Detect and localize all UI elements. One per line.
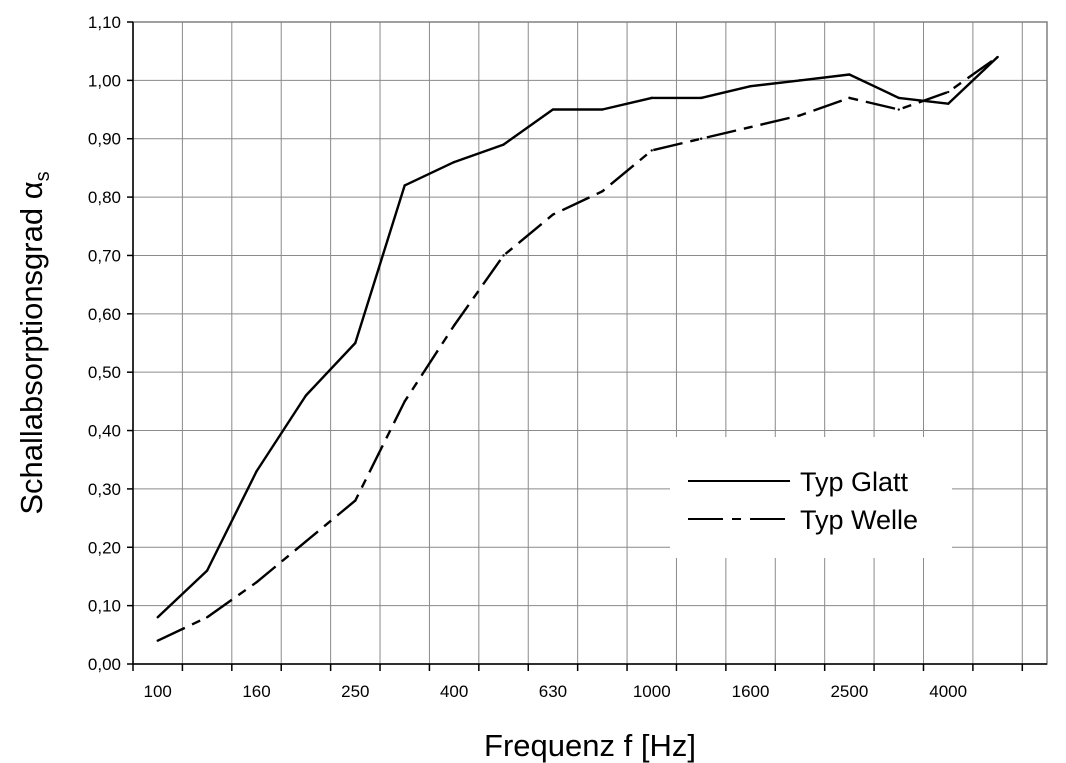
data-point-typ-welle <box>304 540 308 543</box>
data-point-typ-glatt <box>699 96 703 100</box>
data-point-typ-glatt <box>650 96 653 100</box>
axes <box>127 21 1047 671</box>
data-point-typ-welle <box>452 324 456 327</box>
data-point-typ-welle <box>403 400 406 403</box>
data-point-typ-welle <box>946 90 950 94</box>
data-point-typ-glatt <box>749 85 752 88</box>
x-axis-title: Frequenz f [Hz] <box>484 728 696 763</box>
x-tick-label: 400 <box>440 682 468 701</box>
y-tick-label: 0,50 <box>88 363 121 382</box>
data-point-typ-glatt <box>403 184 406 187</box>
y-tick-label: 0,30 <box>88 480 121 499</box>
data-point-typ-glatt <box>848 73 851 76</box>
series <box>156 55 999 642</box>
y-tick-label: 0,80 <box>88 188 121 207</box>
grid <box>133 21 1047 664</box>
data-point-typ-glatt <box>452 160 456 164</box>
data-point-typ-glatt <box>502 143 505 146</box>
y-tick-label: 0,40 <box>88 422 121 441</box>
data-point-typ-glatt <box>354 341 357 345</box>
x-tick-label: 100 <box>144 682 172 701</box>
y-tick-label: 0,00 <box>88 655 121 674</box>
data-point-typ-glatt <box>551 108 555 111</box>
data-point-typ-glatt <box>255 470 258 473</box>
y-tick-label: 0,20 <box>88 538 121 557</box>
x-tick-label: 630 <box>539 682 567 701</box>
data-point-typ-glatt <box>304 394 308 397</box>
data-point-typ-glatt <box>156 616 159 619</box>
y-tick-label: 0,90 <box>88 130 121 149</box>
data-point-typ-glatt <box>798 79 802 82</box>
data-point-typ-glatt <box>601 108 604 111</box>
series-line-typ-welle <box>157 56 999 642</box>
y-axis-title: Schallabsorptionsgrad αs <box>14 171 54 514</box>
data-point-typ-welle <box>551 213 555 216</box>
data-point-typ-welle <box>502 254 505 257</box>
data-point-typ-glatt <box>897 96 900 100</box>
y-tick-label: 1,10 <box>88 13 121 32</box>
data-point-typ-glatt <box>205 569 209 572</box>
legend-label-typ-welle: Typ Welle <box>800 505 918 535</box>
data-point-typ-welle <box>897 108 900 111</box>
data-point-typ-glatt <box>946 102 950 105</box>
data-point-typ-welle <box>650 149 653 152</box>
y-tick-label: 0,70 <box>88 246 121 265</box>
y-tick-label: 1,00 <box>88 71 121 90</box>
data-point-typ-welle <box>354 499 357 502</box>
x-tick-label: 250 <box>341 682 369 701</box>
data-point-typ-welle <box>156 639 159 642</box>
legend-label-typ-glatt: Typ Glatt <box>800 467 909 497</box>
y-axis-title-main: Schallabsorptionsgrad α <box>14 181 49 514</box>
data-point-typ-welle <box>848 96 851 100</box>
data-point-typ-welle <box>601 190 604 193</box>
x-tick-label: 4000 <box>929 682 967 701</box>
data-point-typ-welle <box>996 55 999 59</box>
x-tick-label: 1600 <box>732 682 770 701</box>
x-tick-label: 2500 <box>830 682 868 701</box>
x-tick-label: 1000 <box>633 682 671 701</box>
series-line-typ-glatt <box>156 56 999 619</box>
y-tick-label: 0,60 <box>88 305 121 324</box>
x-tick-labels: 100 160 250 400 630 1000 1600 2500 4000 <box>144 682 968 701</box>
legend-box <box>670 437 952 558</box>
y-axis-title-subscript: s <box>32 171 54 181</box>
x-tick-label: 160 <box>242 682 270 701</box>
data-point-typ-welle <box>699 137 703 140</box>
y-tick-label: 0,10 <box>88 597 121 616</box>
data-point-typ-welle <box>798 114 802 117</box>
data-point-typ-welle <box>749 125 752 129</box>
y-tick-labels: 0,00 0,10 0,20 0,30 0,40 0,50 0,60 0,70 0,80 0,90… <box>88 13 121 674</box>
legend: Typ Glatt Typ Welle <box>670 437 952 558</box>
plot-area <box>132 21 1048 665</box>
data-point-typ-welle <box>205 616 209 619</box>
data-point-typ-welle <box>255 581 258 584</box>
